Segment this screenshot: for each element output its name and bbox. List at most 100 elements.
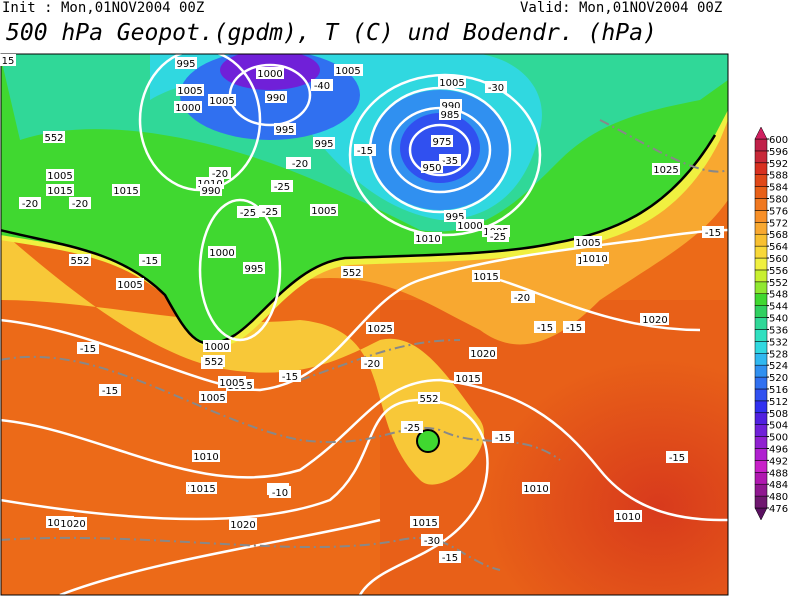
colorbar-box xyxy=(754,174,768,187)
colorbar-box xyxy=(754,472,768,485)
contour-label: 1025 xyxy=(367,324,392,335)
valid-time: Valid: Mon,01NOV2004 00Z xyxy=(520,0,722,16)
contour-label: 990 xyxy=(441,101,460,112)
contour-label: -15 xyxy=(566,323,582,334)
contour-label: -20 xyxy=(22,199,38,210)
colorbar-label: 512 xyxy=(769,397,788,408)
colorbar-box xyxy=(754,210,768,223)
contour-label: -15 xyxy=(357,146,373,157)
label-box xyxy=(199,391,227,403)
contour-label: 552 xyxy=(342,268,361,279)
colorbar: 4764804844884924965005045085125165205245… xyxy=(754,126,788,521)
label-box xyxy=(522,482,550,494)
contour-labels: 1599510001005-4099010009951005-35-301005… xyxy=(0,54,724,564)
colorbar-box xyxy=(754,376,768,390)
colorbar-label: 480 xyxy=(769,492,788,503)
contour-label: 990 xyxy=(201,186,220,197)
contour-label: -35 xyxy=(442,156,458,167)
colorbar-box xyxy=(754,329,768,342)
label-box xyxy=(256,67,284,79)
label-box xyxy=(208,94,236,106)
colorbar-box xyxy=(754,400,768,414)
colorbar-box xyxy=(754,198,768,211)
contour-label: 1005 xyxy=(335,66,360,77)
label-box xyxy=(218,376,246,388)
contour-label: 1010 xyxy=(523,484,548,495)
colorbar-box xyxy=(754,341,768,354)
label-box xyxy=(289,157,311,169)
label-box xyxy=(361,357,383,369)
label-box xyxy=(116,278,144,290)
colorbar-low-triangle xyxy=(754,507,768,521)
contour-label: 1020 xyxy=(642,315,667,326)
contour-label: 1005 xyxy=(209,96,234,107)
colorbar-label: 484 xyxy=(769,480,788,491)
contour-label: 1015 xyxy=(455,374,480,385)
label-box xyxy=(439,154,461,166)
label-box xyxy=(341,266,363,278)
contour-label: 1005 xyxy=(177,86,202,97)
label-box xyxy=(189,482,217,494)
contour-label: 1010 xyxy=(415,234,440,245)
label-box xyxy=(229,518,257,530)
contour-label: -15 xyxy=(705,228,721,239)
contour-label: -20 xyxy=(212,169,228,180)
contour-label: 1015 xyxy=(113,186,138,197)
colorbar-high-triangle xyxy=(754,126,768,140)
label-box xyxy=(472,270,500,282)
label-box xyxy=(313,137,335,149)
label-box xyxy=(421,161,443,173)
contour-label: 1010 xyxy=(615,512,640,523)
colorbar-label: 492 xyxy=(769,456,788,467)
label-box xyxy=(574,236,602,248)
contour-label: 552 xyxy=(419,394,438,405)
label-box xyxy=(492,431,514,443)
label-box xyxy=(265,91,287,103)
label-box xyxy=(469,347,497,359)
colorbar-box xyxy=(754,305,768,318)
label-box xyxy=(401,421,423,433)
colorbar-label: 504 xyxy=(769,421,788,432)
colorbar-label: 592 xyxy=(769,159,788,170)
contour-label: 552 xyxy=(70,256,89,267)
contour-label: 1015 xyxy=(473,272,498,283)
colorbar-box xyxy=(754,364,768,378)
contour-label: 1005 xyxy=(219,378,244,389)
colorbar-box xyxy=(754,162,768,175)
contour-label: 1025 xyxy=(653,165,678,176)
colorbar-box xyxy=(754,317,768,330)
colorbar-box xyxy=(754,222,768,235)
contour-label: 1005 xyxy=(200,393,225,404)
label-box xyxy=(511,291,533,303)
map-title: 500 hPa Geopot.(gpdm), T (C) und Bodendr… xyxy=(6,20,657,46)
contour-label: 1015 xyxy=(190,484,215,495)
colorbar-label: 560 xyxy=(769,254,788,265)
contour-label: -15 xyxy=(142,256,158,267)
label-box xyxy=(99,384,121,396)
colorbar-box xyxy=(754,281,768,294)
label-box xyxy=(243,262,265,274)
contour-label: -20 xyxy=(514,293,530,304)
colorbar-box xyxy=(754,353,768,366)
colorbar-label: 520 xyxy=(769,373,788,384)
label-box xyxy=(414,232,442,244)
contour-label: -25 xyxy=(404,423,420,434)
contour-label: -15 xyxy=(495,433,511,444)
colorbar-box xyxy=(754,448,768,461)
contour-label: -20 xyxy=(364,359,380,370)
colorbar-label: 588 xyxy=(769,171,788,182)
label-box xyxy=(69,254,91,266)
label-box xyxy=(19,197,41,209)
label-box xyxy=(0,54,16,66)
colorbar-label: 568 xyxy=(769,230,788,241)
label-box xyxy=(174,101,202,113)
colorbar-label: 564 xyxy=(769,242,788,253)
label-box xyxy=(69,197,91,209)
contour-label: 995 xyxy=(445,212,464,223)
label-box xyxy=(43,131,65,143)
contour-label: 995 xyxy=(176,59,195,70)
label-box xyxy=(418,392,440,404)
contour-label: 1000 xyxy=(175,103,200,114)
colorbar-label: 552 xyxy=(769,278,788,289)
